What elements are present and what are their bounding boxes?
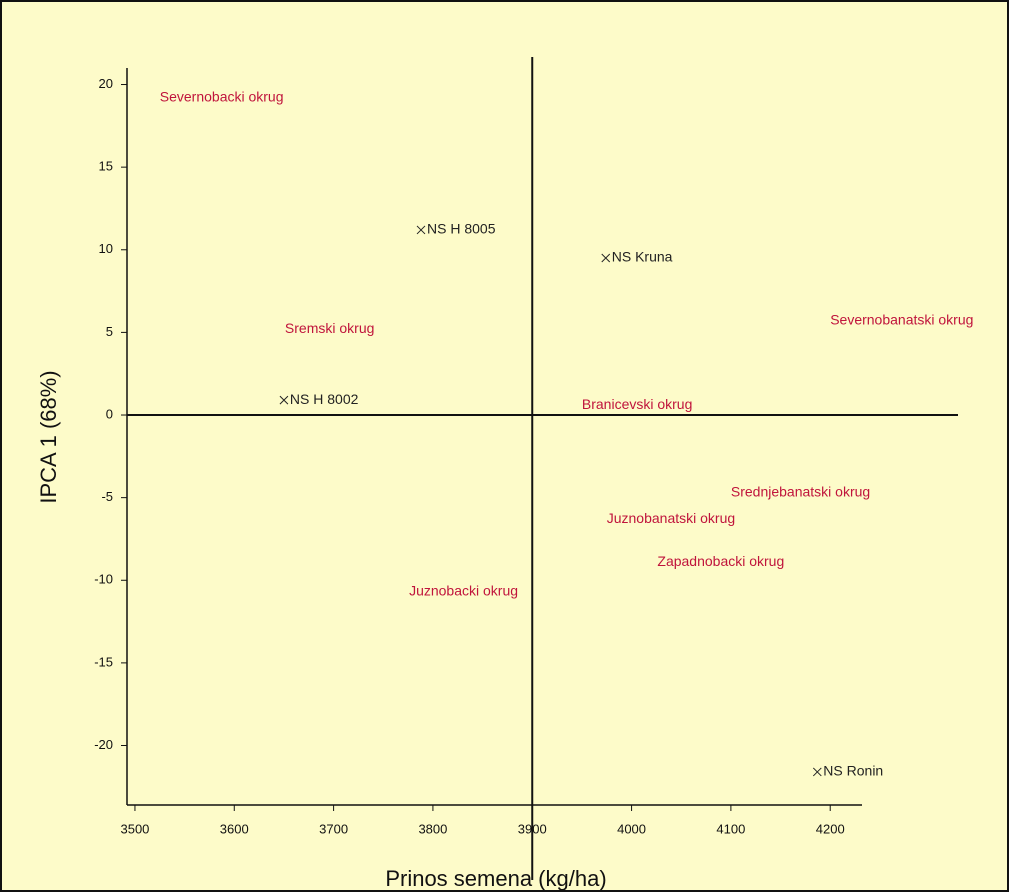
point-label: Zapadnobacki okrug bbox=[657, 553, 784, 569]
point-label: Branicevski okrug bbox=[582, 396, 693, 412]
x-axis-label: Prinos semena (kg/ha) bbox=[385, 866, 606, 891]
y-tick-label: -10 bbox=[94, 572, 113, 587]
y-tick-label: 15 bbox=[99, 159, 113, 174]
y-tick-label: 0 bbox=[106, 406, 113, 421]
y-tick-label: -15 bbox=[94, 654, 113, 669]
point-label: NS Kruna bbox=[612, 249, 673, 265]
point-marker bbox=[416, 225, 426, 235]
x-tick-label: 3700 bbox=[319, 821, 348, 836]
y-tick-label: -5 bbox=[101, 489, 113, 504]
point-label: NS Ronin bbox=[823, 763, 883, 779]
point-label: Srednjebanatski okrug bbox=[731, 483, 870, 499]
point-marker bbox=[601, 253, 611, 263]
point-label: Severnobanatski okrug bbox=[830, 312, 973, 328]
point-label: Juznobacki okrug bbox=[409, 583, 518, 599]
x-tick-label: 3800 bbox=[418, 821, 447, 836]
point-marker bbox=[812, 767, 822, 777]
point-label: Sremski okrug bbox=[285, 320, 374, 336]
point-label: NS H 8005 bbox=[427, 221, 496, 237]
y-axis-label: IPCA 1 (68%) bbox=[36, 370, 61, 503]
point-label: Severnobacki okrug bbox=[160, 88, 284, 104]
point-label: NS H 8002 bbox=[290, 391, 359, 407]
x-tick-label: 4100 bbox=[716, 821, 745, 836]
y-tick-label: -20 bbox=[94, 737, 113, 752]
x-tick-label: 3600 bbox=[220, 821, 249, 836]
y-tick-label: 20 bbox=[99, 76, 113, 91]
x-tick-label: 3500 bbox=[120, 821, 149, 836]
x-tick-label: 4000 bbox=[617, 821, 646, 836]
point-marker bbox=[279, 395, 289, 405]
x-tick-label: 4200 bbox=[816, 821, 845, 836]
y-tick-label: 10 bbox=[99, 241, 113, 256]
point-label: Juznobanatski okrug bbox=[607, 510, 735, 526]
y-tick-label: 5 bbox=[106, 324, 113, 339]
